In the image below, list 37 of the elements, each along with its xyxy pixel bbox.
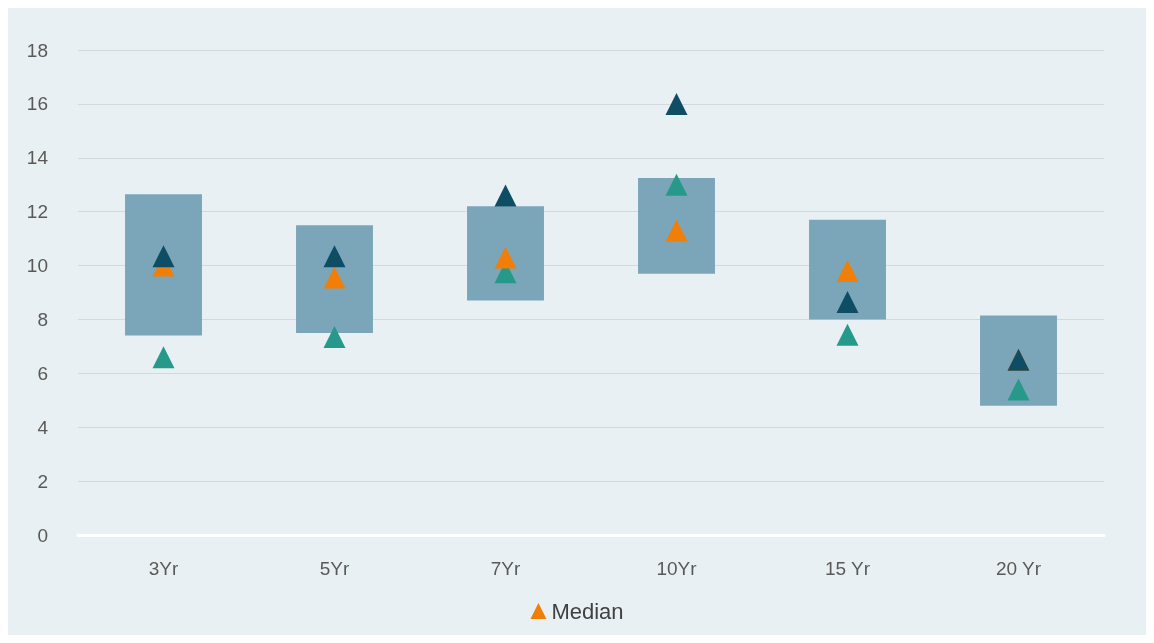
point	[836, 259, 859, 282]
point	[494, 246, 517, 269]
point	[323, 325, 346, 348]
bar	[467, 206, 544, 301]
point	[665, 219, 688, 242]
point	[1007, 378, 1030, 401]
y-tick-label: 10	[26, 255, 48, 277]
y-tick-label: 12	[26, 201, 48, 223]
x-tick-label: 15 Yr	[824, 558, 871, 579]
point	[665, 173, 688, 196]
bar	[296, 225, 373, 333]
point	[323, 266, 346, 289]
x-tick-label: 7Yr	[490, 558, 521, 579]
y-tick-label: 16	[26, 93, 48, 115]
y-tick-label: 2	[37, 470, 48, 492]
point	[494, 184, 517, 207]
point	[152, 346, 175, 369]
x-tick-label: 5Yr	[319, 558, 350, 579]
legend-label: Median	[551, 598, 624, 624]
y-tick-label: 14	[26, 147, 49, 169]
point	[323, 245, 346, 268]
bar	[125, 194, 202, 336]
x-tick-label: 20 Yr	[995, 558, 1042, 579]
bar	[638, 177, 715, 274]
y-tick-label: 4	[37, 416, 49, 438]
point	[836, 290, 859, 313]
x-tick-label: 3Yr	[148, 558, 179, 579]
bar	[809, 219, 886, 320]
y-tick-label: 18	[26, 39, 48, 61]
y-tick-label: 6	[37, 362, 48, 384]
bar	[980, 315, 1057, 406]
y-tick-label: 8	[37, 308, 48, 330]
y-tick-label: 0	[37, 524, 48, 546]
x-tick-label: 10Yr	[656, 558, 698, 579]
point	[665, 92, 688, 115]
point	[836, 323, 859, 346]
point	[152, 245, 175, 268]
